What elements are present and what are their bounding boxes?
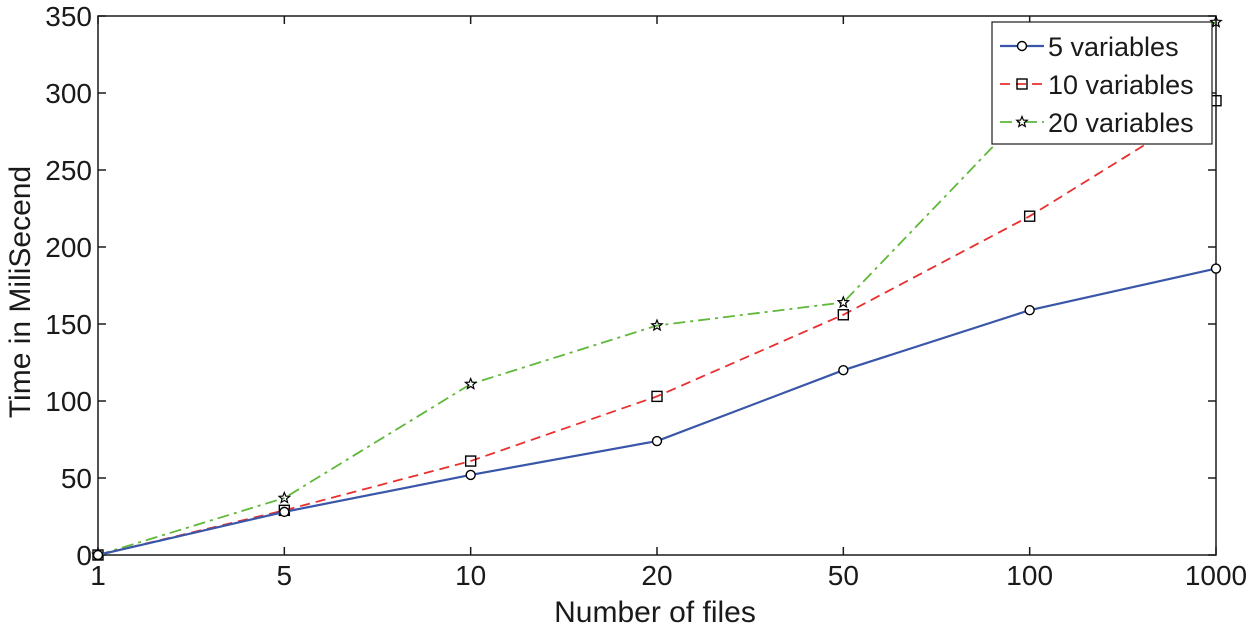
y-axis-label: Time in MiliSecend	[4, 166, 37, 418]
legend-entry: 10 variables	[1000, 70, 1194, 100]
data-point-square	[1016, 78, 1028, 90]
data-point-circle	[1024, 304, 1035, 316]
x-axis-label: Number of files	[554, 596, 756, 629]
data-point-circle	[92, 549, 104, 561]
y-tick-label: 300	[45, 78, 92, 109]
x-tick-label: 5	[277, 560, 293, 591]
legend-box	[991, 21, 1213, 145]
data-point-star	[1209, 15, 1223, 28]
series-line	[97, 21, 1217, 556]
legend-label: 20 variables	[1048, 108, 1194, 138]
x-tick-label: 1000	[1185, 560, 1247, 591]
data-point-star	[836, 295, 851, 309]
x-tick-label: 20	[641, 560, 672, 591]
data-point-star	[1015, 114, 1029, 128]
plot-area: 0 50 100 150 200 250 300 350 1 5 10 20 50 100 1000	[45, 1, 1247, 591]
legend-label: 5 variables	[1048, 32, 1179, 62]
data-point-square	[1023, 210, 1036, 222]
series-line	[97, 99, 1217, 556]
data-point-circle	[838, 365, 849, 376]
data-point-square	[837, 309, 850, 321]
legend-entry: 20 variables	[1000, 108, 1194, 138]
data-point-square	[464, 455, 477, 467]
x-tick-label: 100	[1006, 560, 1053, 591]
data-point-circle	[1210, 263, 1222, 274]
y-tick-label: 100	[45, 386, 92, 417]
series-1	[92, 263, 1222, 561]
x-tick-label: 50	[828, 560, 859, 591]
data-point-star	[650, 318, 664, 332]
legend-label: 10 variables	[1048, 70, 1194, 100]
y-tick-label: 250	[45, 155, 92, 186]
data-point-star	[277, 490, 292, 504]
x-tick-label: 1	[90, 560, 106, 591]
data-point-square	[651, 390, 663, 403]
data-point-circle	[1016, 40, 1028, 52]
y-tick-label: 0	[76, 540, 92, 571]
data-point-circle	[279, 506, 290, 518]
data-point-circle	[651, 435, 663, 447]
data-point-star	[463, 376, 478, 390]
y-tick-label: 350	[45, 1, 92, 32]
series-line	[97, 267, 1217, 557]
x-tick-label: 10	[455, 560, 486, 591]
y-tick-label: 150	[45, 309, 92, 340]
data-point-circle	[465, 469, 476, 481]
legend: 5 variables 10 variables 20 variables	[991, 21, 1213, 145]
y-tick-label: 200	[45, 232, 92, 263]
y-tick-label: 50	[61, 463, 92, 494]
legend-entry: 5 variables	[1000, 32, 1179, 62]
